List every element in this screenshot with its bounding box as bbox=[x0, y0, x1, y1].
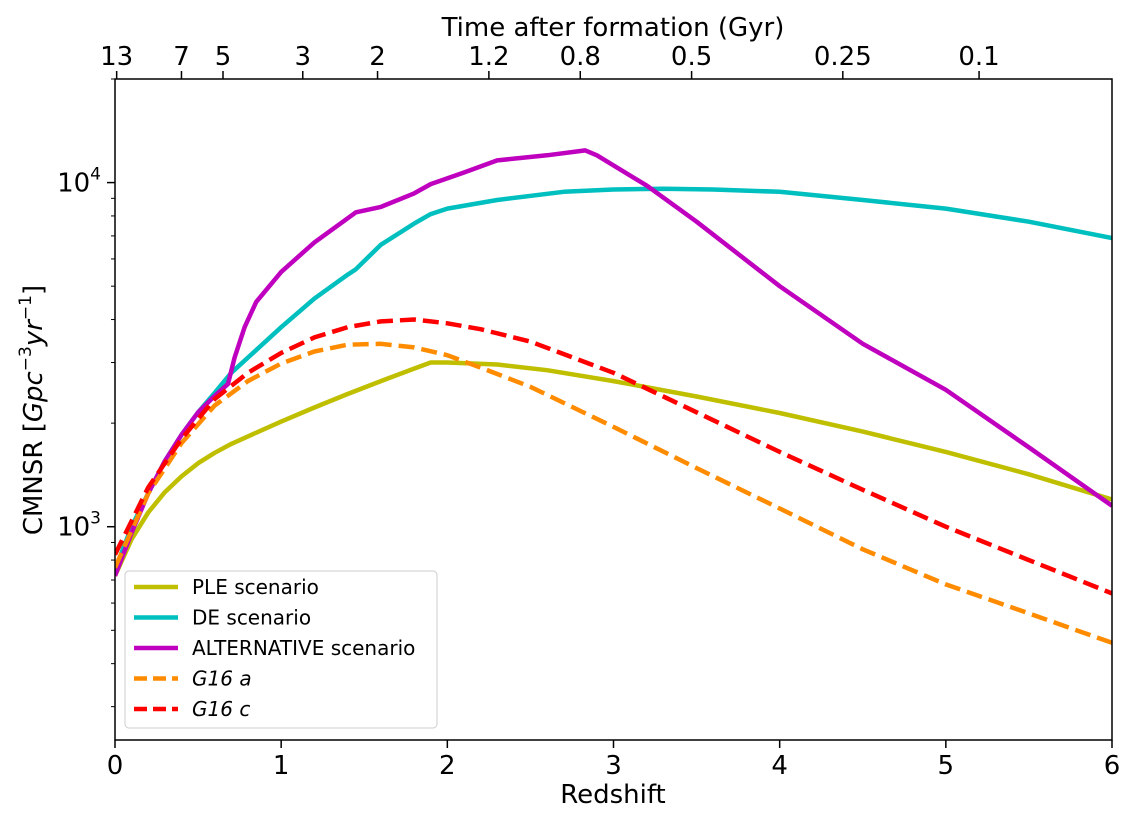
legend-label-suffix: a bbox=[239, 667, 251, 691]
legend-label-main: G16 bbox=[192, 697, 239, 721]
legend-label-main: G16 bbox=[192, 667, 239, 691]
top-tick-label: 0.25 bbox=[814, 42, 872, 72]
top-axis-title: Time after formation (Gyr) bbox=[441, 13, 785, 43]
x-axis: 0 1 2 3 4 5 6 bbox=[107, 740, 1121, 781]
legend-label: DE scenario bbox=[192, 606, 311, 630]
y-axis-title-unit-2: yr bbox=[19, 318, 49, 347]
y-tick-base: 10 bbox=[57, 513, 90, 543]
y-axis-title-main: CMNSR [ bbox=[19, 422, 49, 535]
top-tick-label: 0.5 bbox=[671, 42, 712, 72]
top-tick-label: 7 bbox=[173, 42, 190, 72]
series-line-alternative-scenario bbox=[115, 148, 1112, 577]
legend-label: G16 a bbox=[192, 667, 252, 691]
legend-label: G16 c bbox=[192, 697, 250, 721]
series-line-g16-a bbox=[115, 341, 1112, 645]
x-tick-label: 0 bbox=[107, 751, 124, 781]
x-tick-label: 1 bbox=[273, 751, 290, 781]
series-line-ple-scenario bbox=[115, 360, 1112, 577]
y-tick-exponent: 4 bbox=[90, 165, 101, 185]
legend-label: PLE scenario bbox=[192, 575, 319, 599]
top-tick-label: 13 bbox=[100, 42, 133, 72]
x-tick-label: 2 bbox=[439, 751, 456, 781]
y-axis-title: CMNSR [Gpc−3yr−1] bbox=[16, 285, 49, 535]
legend: PLE scenario DE scenario ALTERNATIVE scena… bbox=[124, 570, 438, 729]
y-axis-title-exp-2: −1 bbox=[16, 295, 36, 320]
y-axis-title-close: ] bbox=[19, 285, 49, 295]
top-tick-label: 3 bbox=[294, 42, 311, 72]
legend-box bbox=[124, 570, 438, 729]
x-tick-label: 4 bbox=[771, 751, 788, 781]
top-tick-label: 5 bbox=[215, 42, 232, 72]
x-tick-label: 5 bbox=[938, 751, 955, 781]
y-tick-label: 104 bbox=[57, 165, 101, 199]
top-tick-label: 1.2 bbox=[468, 42, 509, 72]
y-tick-label: 103 bbox=[57, 509, 101, 543]
y-axis-title-exp-1: −3 bbox=[16, 346, 36, 371]
y-tick-base: 10 bbox=[57, 169, 90, 199]
x-tick-label: 6 bbox=[1104, 751, 1121, 781]
y-tick-exponent: 3 bbox=[90, 509, 101, 529]
top-axis: 13 7 5 3 2 1.2 0.8 0.5 0.25 0.1 bbox=[100, 42, 1000, 79]
legend-label: ALTERNATIVE scenario bbox=[192, 636, 415, 660]
plot-area bbox=[114, 78, 1113, 741]
series-line-g16-c bbox=[115, 317, 1112, 596]
legend-items: PLE scenario DE scenario ALTERNATIVE scena… bbox=[134, 575, 415, 721]
top-tick-label: 2 bbox=[369, 42, 386, 72]
x-tick-label: 3 bbox=[605, 751, 622, 781]
series-layer bbox=[115, 148, 1112, 645]
top-tick-label: 0.8 bbox=[560, 42, 601, 72]
top-tick-label: 0.1 bbox=[958, 42, 999, 72]
x-axis-title: Redshift bbox=[560, 780, 666, 810]
legend-label-suffix: c bbox=[239, 697, 250, 721]
y-axis-title-unit-1: Gpc bbox=[19, 371, 49, 422]
